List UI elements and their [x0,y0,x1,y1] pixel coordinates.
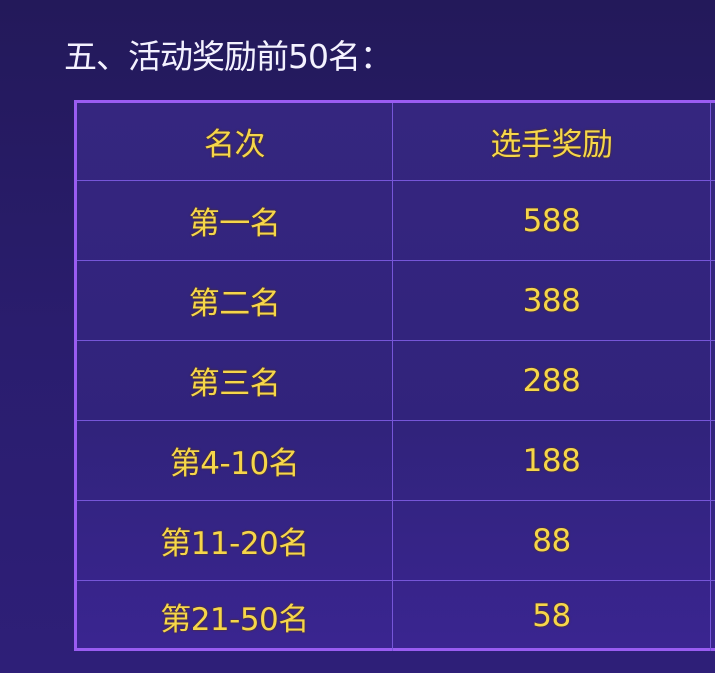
reward-cell: 58 [393,581,711,651]
header-rank: 名次 [77,103,393,180]
table-row: 第二名 388 [77,261,715,341]
reward-cell: 388 [393,261,711,340]
reward-cell: 188 [393,421,711,500]
section-title: 五、活动奖励前50名： [64,37,393,76]
table-row: 第一名 588 [77,181,715,261]
reward-table: 名次 选手奖励 第一名 588 第二名 388 第三名 288 第4-10名 188 第11-2… [74,100,715,651]
rank-cell: 第二名 [77,261,393,340]
reward-cell: 588 [393,181,711,260]
rank-cell: 第三名 [77,341,393,420]
header-reward: 选手奖励 [393,103,711,180]
table-row: 第4-10名 188 [77,421,715,501]
reward-cell: 88 [393,501,711,580]
table-row: 第11-20名 88 [77,501,715,581]
reward-cell: 288 [393,341,711,420]
table-header-row: 名次 选手奖励 [77,103,715,181]
rank-cell: 第4-10名 [77,421,393,500]
rank-cell: 第21-50名 [77,581,393,651]
table-row: 第三名 288 [77,341,715,421]
rank-cell: 第11-20名 [77,501,393,580]
rank-cell: 第一名 [77,181,393,260]
table-row: 第21-50名 58 [77,581,715,651]
